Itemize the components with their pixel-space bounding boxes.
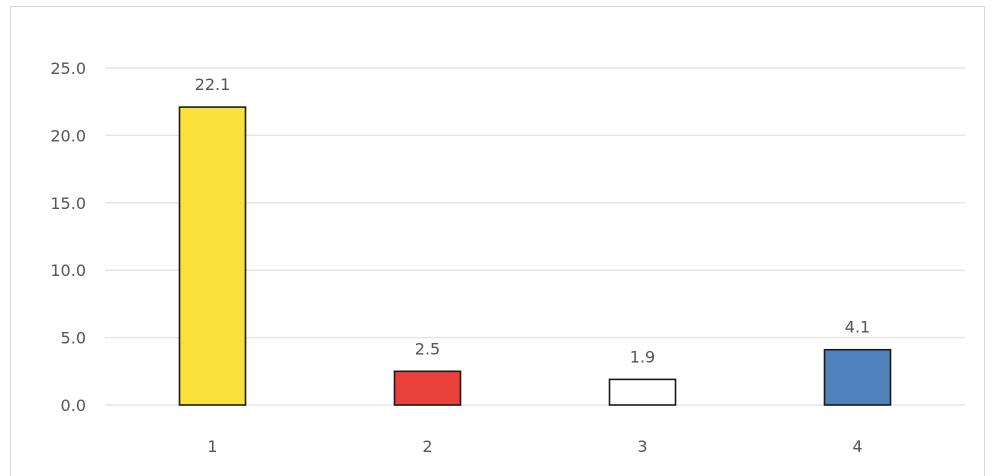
- y-tick-label: 5.0: [61, 329, 86, 348]
- x-tick-label-1: 1: [207, 437, 217, 456]
- x-tick-label-3: 3: [637, 437, 647, 456]
- bar-1: [178, 106, 247, 406]
- y-tick-label: 0.0: [61, 396, 86, 415]
- data-labels: 22.1 2.5 1.9 4.1: [195, 75, 871, 366]
- y-tick-label: 25.0: [50, 59, 86, 78]
- bar-2: [393, 370, 462, 406]
- data-label-1: 22.1: [195, 75, 231, 94]
- x-tick-label-2: 2: [422, 437, 432, 456]
- data-label-3: 1.9: [630, 347, 655, 366]
- bar-4: [823, 348, 892, 406]
- data-label-2: 2.5: [415, 339, 440, 358]
- y-tick-label: 10.0: [50, 261, 86, 280]
- y-axis-tick-labels: 0.0 5.0 10.0 15.0 20.0 25.0: [50, 59, 86, 415]
- bar-3: [608, 378, 677, 406]
- bars: [178, 106, 892, 406]
- x-axis-tick-labels: 1 2 3 4: [207, 437, 862, 456]
- x-tick-label-4: 4: [852, 437, 862, 456]
- bar-chart: 0.0 5.0 10.0 15.0 20.0 25.0 22.1 2.5 1.9 4.1 1 2 3…: [50, 59, 965, 456]
- y-tick-label: 15.0: [50, 194, 86, 213]
- data-label-4: 4.1: [845, 318, 870, 337]
- y-tick-label: 20.0: [50, 126, 86, 145]
- gridlines: [105, 67, 965, 406]
- chart-border: [10, 6, 985, 476]
- chart-container: 0.0 5.0 10.0 15.0 20.0 25.0 22.1 2.5 1.9 4.1 1 2 3…: [10, 6, 985, 476]
